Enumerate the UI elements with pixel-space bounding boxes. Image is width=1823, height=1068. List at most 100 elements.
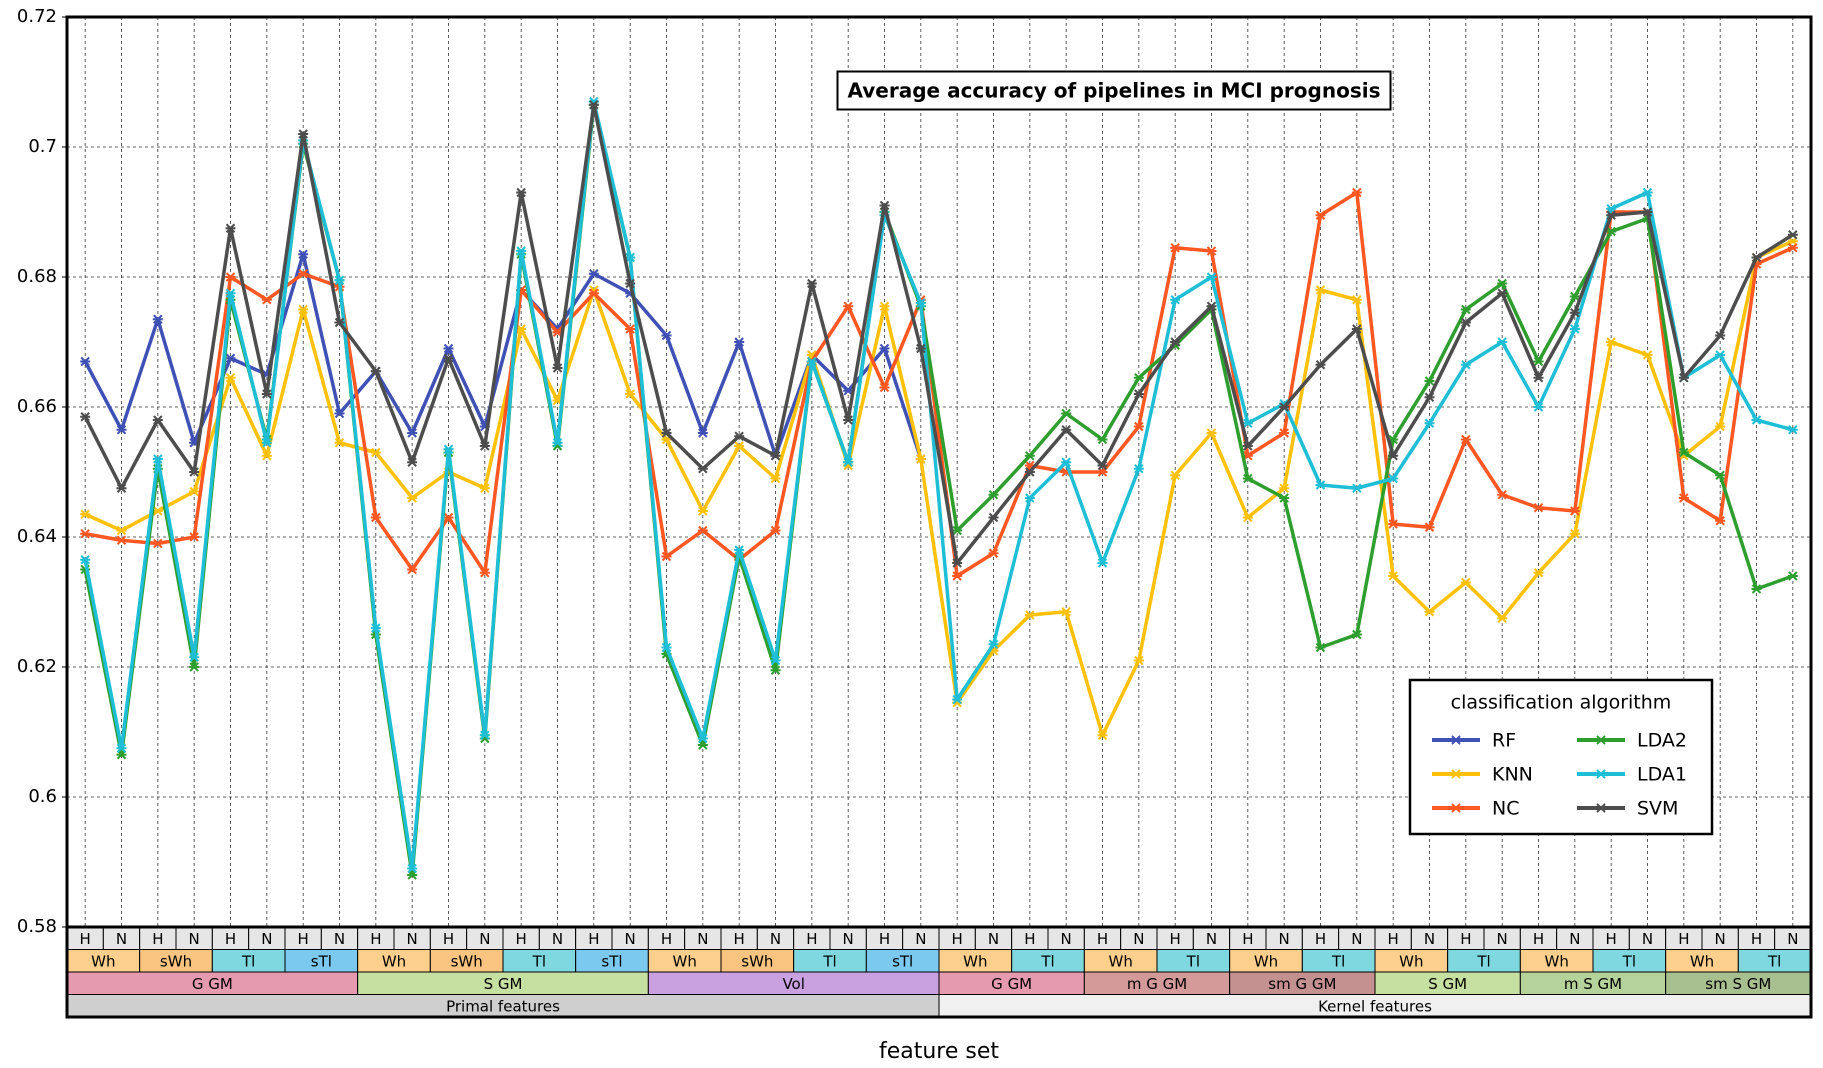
category-label: Vol [782,975,804,993]
legend-label: LDA1 [1637,764,1687,786]
category-label: N [116,930,127,948]
data-point [479,568,490,578]
data-point [1242,473,1253,484]
data-point [1569,291,1580,302]
category-label: Tl [822,952,836,970]
category-label: N [407,930,418,948]
category-label: Tl [1186,952,1200,970]
data-point [1170,470,1181,480]
data-point [152,538,163,549]
data-point [370,623,381,633]
data-point [1351,295,1362,305]
category-label: Wh [382,952,406,970]
data-point [1642,187,1653,198]
category-label: Wh [1690,952,1714,970]
data-point [1751,584,1762,594]
data-point [1242,512,1253,523]
data-point [952,571,963,581]
data-point [952,694,963,705]
data-point [1388,451,1399,461]
category-label: N [1279,930,1290,948]
data-point [443,343,454,354]
data-point [1533,373,1544,383]
category-label: Wh [1254,952,1278,970]
y-tick-label: 0.7 [28,136,57,157]
category-label: H [661,930,672,948]
data-point [443,444,454,454]
category-label: G GM [991,975,1032,993]
category-label: m G GM [1127,975,1187,993]
data-point [588,269,599,279]
data-point [952,525,963,536]
data-point [152,415,163,425]
category-label: N [697,930,708,948]
data-point [1315,285,1326,295]
data-point [1787,425,1798,435]
data-point [552,438,563,448]
data-point [1170,337,1181,347]
data-point [407,428,418,438]
category-label: N [988,930,999,948]
data-point [116,535,127,545]
data-point [479,483,490,493]
chart-title: Average accuracy of pipelines in MCI pro… [848,79,1381,103]
data-point [1097,460,1108,471]
data-point [407,493,418,503]
data-point [116,425,127,435]
data-point [1097,558,1108,568]
data-point [770,451,781,461]
category-label: N [625,930,636,948]
data-point [1133,373,1144,383]
y-tick-label: 0.58 [17,916,57,937]
data-point [661,551,672,562]
legend-title: classification algorithm [1451,692,1672,714]
category-label: H [806,930,817,948]
category-label: Tl [241,952,255,970]
category-label: N [1206,930,1217,948]
data-point [1569,506,1580,516]
data-point [80,555,91,565]
category-label: N [552,930,563,948]
category-label: N [1642,930,1653,948]
data-point [1460,577,1471,588]
data-point [152,454,163,464]
legend-marker [1451,769,1461,779]
category-label: Wh [1108,952,1132,970]
category-label: H [1751,930,1762,948]
category-label: N [915,930,926,948]
data-point [879,200,890,211]
data-point [1424,392,1435,402]
data-point [1606,226,1617,237]
category-label: H [1460,930,1471,948]
data-point [1061,425,1072,435]
category-label: H [225,930,236,948]
category-label: Tl [1040,952,1054,970]
data-point [1715,350,1726,360]
category-label: N [479,930,490,948]
data-point [443,512,454,523]
data-point [1170,295,1181,305]
data-point [1460,434,1471,445]
data-point [552,363,563,373]
data-point [225,223,236,233]
category-label: H [370,930,381,948]
data-point [1424,522,1435,532]
category-label: H [952,930,963,948]
data-point [734,337,745,347]
data-point [1133,389,1144,399]
category-label: sTl [601,952,622,970]
data-point [1497,337,1508,347]
data-point [261,451,272,461]
data-point [988,490,999,500]
category-label: sWh [160,952,192,970]
category-label: N [843,930,854,948]
data-point [1351,483,1362,493]
data-point [1133,421,1144,432]
data-point [1351,187,1362,198]
data-point [370,447,381,458]
category-label: H [443,930,454,948]
title-box [836,70,1392,111]
data-point [152,314,163,324]
category-label: N [1424,930,1435,948]
category-label: Primal features [446,997,560,1015]
